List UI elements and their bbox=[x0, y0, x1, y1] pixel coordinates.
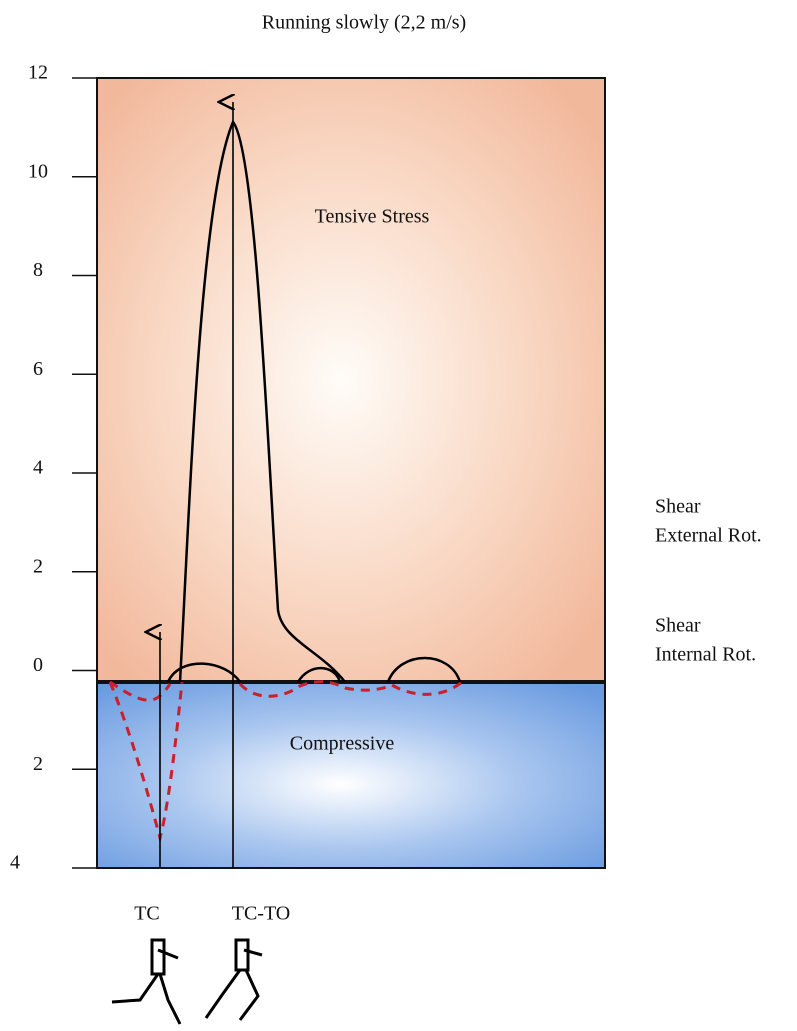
tick-label: 0 bbox=[33, 654, 43, 676]
tick-label: 4 bbox=[10, 852, 20, 874]
axis: 12 10 8 6 4 2 0 2 4 bbox=[10, 62, 97, 874]
tick-label: 10 bbox=[28, 160, 48, 182]
legend-label: Shear bbox=[655, 615, 701, 637]
region-label: Compressive bbox=[290, 733, 395, 755]
tick-label: 4 bbox=[33, 457, 43, 479]
tick-label: 6 bbox=[33, 358, 43, 380]
tensile-region bbox=[97, 78, 605, 682]
legend-label: Internal Rot. bbox=[655, 644, 756, 666]
legend-label: Shear bbox=[655, 496, 701, 518]
region-label: Tensive Stress bbox=[315, 206, 430, 228]
event-label: TC-TO bbox=[232, 903, 291, 925]
tick-label: 8 bbox=[33, 259, 43, 281]
title: Running slowly (2,2 m/s) bbox=[262, 12, 466, 34]
compressive-region bbox=[97, 682, 605, 868]
external-rotation-curve bbox=[166, 119, 462, 683]
legend-label: External Rot. bbox=[655, 525, 762, 547]
event-label: TC bbox=[134, 903, 160, 925]
tick-label: 2 bbox=[33, 555, 43, 577]
tick-label: 12 bbox=[28, 62, 48, 84]
tick-label: 2 bbox=[33, 753, 43, 775]
runner-figures bbox=[111, 938, 263, 1025]
